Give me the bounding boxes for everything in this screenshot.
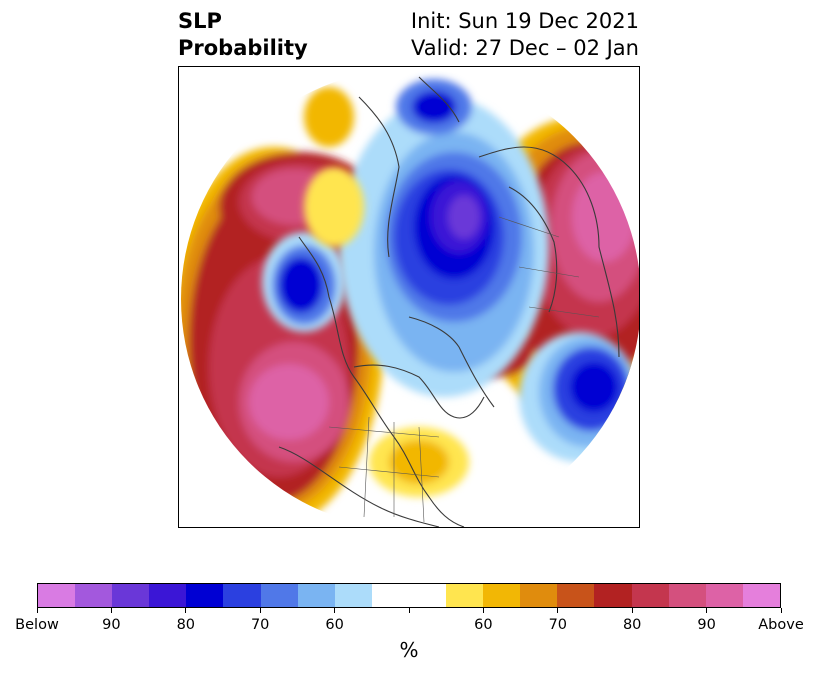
colorbar-tick: [259, 608, 261, 613]
atlantic-below-region: [519, 332, 639, 462]
colorbar-segment: [520, 584, 558, 607]
colorbar-segment: [668, 584, 706, 607]
colorbar-segment: [334, 584, 372, 607]
colorbar-tick: [482, 608, 484, 613]
colorbar-tick-label: 70: [548, 617, 568, 633]
colorbar-segment: [557, 584, 595, 607]
colorbar-tick: [557, 608, 559, 613]
colorbar-tick-label: Above: [758, 617, 804, 633]
colorbar-tick-label: 90: [697, 617, 716, 633]
colorbar-tick: [185, 608, 187, 613]
colorbar-segment: [631, 584, 669, 607]
colorbar-tick-label: 80: [622, 617, 642, 633]
colorbar-segment: [742, 584, 780, 607]
colorbar-segment: [483, 584, 521, 607]
colorbar-segment: [297, 584, 335, 607]
colorbar-segment: [260, 584, 298, 607]
colorbar-tick: [780, 608, 782, 613]
colorbar-tick: [706, 608, 708, 613]
coastlines: [278, 76, 620, 527]
variable-title: SLP: [178, 9, 222, 33]
probability-map: [181, 69, 639, 527]
colorbar-tick: [631, 608, 633, 613]
colorbar-segment: [186, 584, 224, 607]
arctic-below-region: [339, 79, 549, 397]
colorbar-tick-label: 60: [474, 617, 493, 633]
field-title: Probability: [178, 36, 308, 60]
colorbar-segment: [38, 584, 76, 607]
colorbar-tick: [110, 608, 112, 613]
colorbar-tick-label: Below: [15, 617, 59, 633]
colorbar-segment: [705, 584, 743, 607]
colorbar-tick: [408, 608, 410, 613]
colorbar-segment: [223, 584, 261, 607]
borders: [328, 216, 600, 523]
colorbar-segment: [446, 584, 484, 607]
valid-range: Valid: 27 Dec – 02 Jan: [410, 36, 639, 60]
unit-label: %: [399, 638, 419, 662]
probability-field: [181, 69, 639, 527]
colorbar-segment: [112, 584, 150, 607]
colorbar-segment: [75, 584, 113, 607]
colorbar: [37, 583, 781, 608]
colorbar-segment: [149, 584, 187, 607]
date-info: Init: Sun 19 Dec 2021 Valid: 27 Dec – 02…: [411, 8, 639, 62]
colorbar-segment: [594, 584, 632, 607]
colorbar-tick: [334, 608, 336, 613]
colorbar-segment: [408, 584, 447, 607]
colorbar-segment: [371, 584, 409, 607]
colorbar-tick-label: 70: [250, 617, 270, 633]
init-date: Init: Sun 19 Dec 2021: [410, 9, 639, 33]
map-panel: [178, 66, 640, 528]
colorbar-tick-label: 90: [102, 617, 121, 633]
alaska-below-region: [262, 232, 346, 332]
colorbar-tick: [36, 608, 38, 613]
colorbar-tick-label: 80: [176, 617, 196, 633]
colorbar-tick-label: 60: [325, 617, 344, 633]
map-title: SLP Probability: [178, 8, 308, 62]
